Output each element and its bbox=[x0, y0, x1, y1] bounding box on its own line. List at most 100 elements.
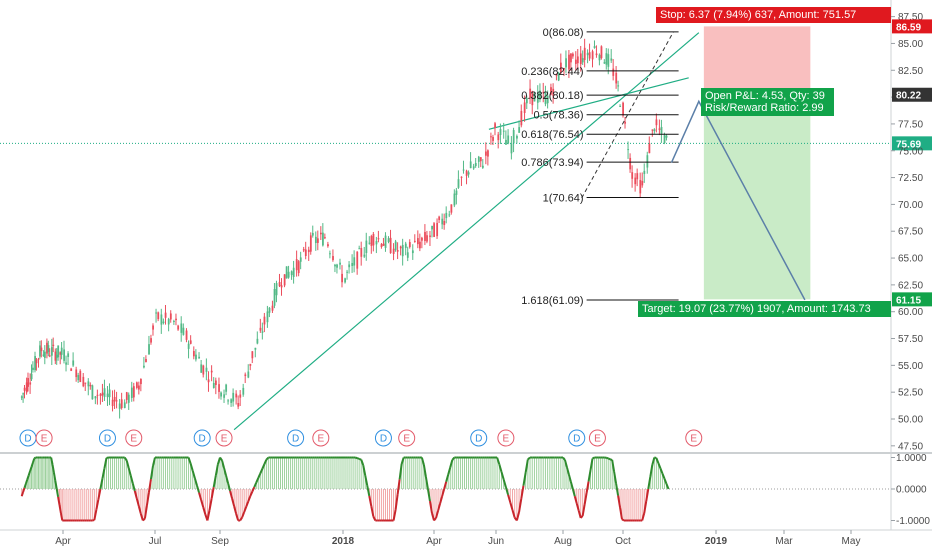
time-tick-label: Apr bbox=[55, 536, 71, 547]
candle-body bbox=[285, 266, 288, 279]
osc-line-segment bbox=[127, 467, 132, 476]
osc-line-segment bbox=[142, 517, 146, 522]
candle-body bbox=[84, 382, 87, 384]
dividend-marker[interactable] bbox=[470, 429, 488, 447]
candle-body bbox=[375, 241, 378, 245]
candle-body bbox=[518, 127, 521, 133]
osc-line-segment bbox=[214, 464, 219, 476]
candle-body bbox=[130, 387, 133, 398]
osc-line-segment bbox=[398, 463, 403, 480]
osc-line-segment bbox=[579, 515, 584, 519]
osc-line-segment bbox=[263, 459, 268, 465]
dividend-marker[interactable] bbox=[193, 429, 211, 447]
pnl-label[interactable] bbox=[701, 88, 834, 116]
candle-body bbox=[47, 345, 50, 352]
earnings-marker[interactable] bbox=[35, 429, 53, 447]
candle-body bbox=[35, 359, 38, 364]
candle-body bbox=[516, 135, 518, 139]
osc-line-segment bbox=[233, 505, 238, 515]
candle-body bbox=[290, 271, 293, 276]
candle-body bbox=[324, 237, 326, 239]
osc-line-segment bbox=[360, 459, 365, 466]
stop-label[interactable] bbox=[656, 7, 891, 23]
osc-line-segment bbox=[241, 511, 246, 518]
osc-line-segment bbox=[370, 506, 375, 517]
stop-zone[interactable] bbox=[703, 26, 811, 95]
candle-body bbox=[396, 250, 399, 252]
candle-body bbox=[441, 218, 444, 225]
candle-body bbox=[320, 232, 322, 235]
event-marker-label: E bbox=[403, 434, 410, 445]
price-tick-label: 65.00 bbox=[898, 254, 923, 265]
candle-body bbox=[419, 241, 421, 249]
price-tick-label: 67.50 bbox=[898, 227, 923, 238]
osc-line-segment bbox=[592, 456, 595, 460]
price-tick-label: 55.00 bbox=[898, 361, 923, 372]
osc-line-segment bbox=[428, 500, 433, 514]
candle-body bbox=[600, 46, 603, 59]
osc-line-segment bbox=[57, 496, 61, 506]
candle-body bbox=[215, 380, 217, 385]
osc-line-segment bbox=[394, 494, 399, 511]
trendline[interactable] bbox=[233, 32, 700, 431]
osc-line-segment bbox=[569, 481, 574, 490]
osc-line-segment bbox=[31, 458, 36, 464]
dividend-marker[interactable] bbox=[287, 429, 305, 447]
osc-line-segment bbox=[522, 472, 527, 486]
candle-body bbox=[581, 58, 584, 63]
candle-body bbox=[417, 238, 419, 245]
candle-body bbox=[646, 155, 649, 168]
osc-line-segment bbox=[265, 456, 270, 461]
osc-line-segment bbox=[208, 498, 213, 511]
osc-line-segment bbox=[577, 510, 582, 519]
osc-line-segment bbox=[607, 457, 611, 461]
dividend-marker[interactable] bbox=[568, 429, 586, 447]
time-tick-label: Oct bbox=[615, 536, 631, 547]
earnings-marker[interactable] bbox=[312, 429, 330, 447]
target-label[interactable] bbox=[638, 301, 891, 317]
candle-body bbox=[639, 180, 642, 194]
osc-line-segment bbox=[443, 481, 448, 490]
time-tick-label: May bbox=[842, 536, 861, 547]
earnings-marker[interactable] bbox=[215, 429, 233, 447]
dividend-marker[interactable] bbox=[374, 429, 392, 447]
osc-line-segment bbox=[137, 505, 142, 515]
candle-body bbox=[648, 143, 651, 154]
candle-body bbox=[75, 369, 78, 378]
projection-path[interactable] bbox=[670, 99, 806, 301]
osc-line-segment bbox=[619, 507, 624, 520]
osc-line-segment bbox=[257, 472, 262, 479]
earnings-marker[interactable] bbox=[398, 429, 416, 447]
osc-tick-label: 0.0000 bbox=[896, 485, 927, 496]
pnl-label-text: Risk/Reward Ratio: 2.99 bbox=[705, 102, 824, 114]
candle-body bbox=[120, 399, 123, 409]
candle-body bbox=[502, 130, 505, 132]
candle-body bbox=[30, 373, 33, 380]
candle-body bbox=[579, 53, 582, 65]
osc-line-segment bbox=[583, 492, 588, 505]
candle-body bbox=[348, 264, 351, 268]
oscillator-pane[interactable] bbox=[0, 454, 891, 530]
candle-body bbox=[429, 235, 431, 237]
earnings-marker[interactable] bbox=[125, 429, 143, 447]
event-marker-label: D bbox=[24, 434, 31, 445]
candle-body bbox=[588, 52, 591, 59]
osc-line-segment bbox=[33, 456, 37, 460]
earnings-marker[interactable] bbox=[685, 429, 703, 447]
target-zone[interactable] bbox=[703, 94, 811, 300]
candle-body bbox=[256, 338, 259, 344]
candle-body bbox=[384, 235, 387, 248]
osc-line-segment bbox=[400, 457, 405, 465]
osc-line-segment bbox=[661, 473, 666, 480]
osc-line-segment bbox=[243, 506, 248, 513]
earnings-marker[interactable] bbox=[497, 429, 515, 447]
candle-body bbox=[438, 216, 441, 220]
osc-line-segment bbox=[518, 498, 523, 513]
dividend-marker[interactable] bbox=[98, 429, 116, 447]
candle-body bbox=[48, 355, 51, 357]
candle-body bbox=[631, 172, 634, 179]
candle-body bbox=[598, 54, 601, 61]
earnings-marker[interactable] bbox=[588, 429, 606, 447]
osc-line-segment bbox=[441, 488, 446, 497]
